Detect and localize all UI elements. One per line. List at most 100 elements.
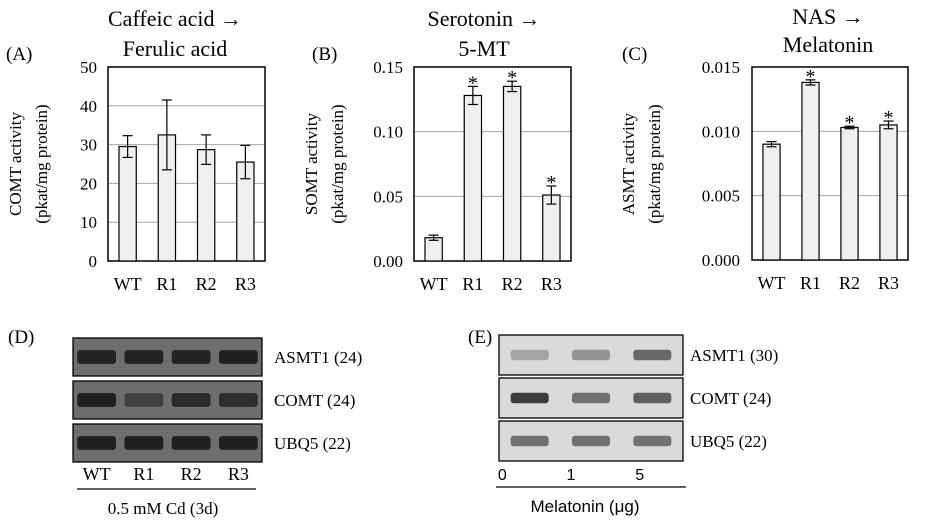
gel-footer-label: 0.5 mM Cd (3d) bbox=[108, 499, 219, 518]
gene-label: COMT (24) bbox=[690, 389, 771, 408]
significance-asterisk: * bbox=[468, 72, 478, 94]
gel-band bbox=[219, 436, 258, 450]
gel-footer-label: Melatonin (μg) bbox=[530, 497, 639, 516]
y-tick-label: 0.05 bbox=[373, 187, 403, 206]
bar bbox=[801, 81, 820, 261]
gene-label: COMT (24) bbox=[274, 391, 355, 410]
y-axis-label: (pkat/mg protein) bbox=[328, 104, 347, 223]
plot-frame bbox=[413, 66, 572, 262]
gel-band bbox=[571, 435, 611, 447]
gel-band bbox=[171, 393, 211, 407]
panel-label: (A) bbox=[6, 44, 32, 65]
lane-label: R2 bbox=[181, 464, 202, 484]
chart-title: Serotonin → bbox=[427, 6, 540, 31]
gel-band bbox=[124, 350, 164, 364]
gel-band bbox=[633, 435, 672, 447]
gene-label: ASMT1 (30) bbox=[690, 346, 778, 365]
gels-layer: (D) ASMT1 (24) COMT (24) UBQ5 (22) WT R1 R2 R3 0… bbox=[8, 327, 778, 518]
y-tick-label: 0.010 bbox=[702, 122, 740, 141]
lane-label: 5 bbox=[635, 467, 644, 484]
x-tick-label: R3 bbox=[235, 274, 256, 294]
gel-band bbox=[77, 436, 116, 450]
y-tick-label: 30 bbox=[80, 136, 97, 155]
lane-label: 0 bbox=[498, 467, 507, 484]
x-tick-label: R3 bbox=[541, 274, 562, 294]
x-tick-label: R1 bbox=[462, 274, 483, 294]
significance-asterisk: * bbox=[806, 66, 816, 88]
y-tick-label: 40 bbox=[80, 97, 97, 116]
panel-label: (C) bbox=[622, 44, 647, 65]
x-tick-label: R3 bbox=[878, 273, 899, 293]
y-axis-label: (pkat/mg protein) bbox=[645, 104, 664, 223]
chart-title: Caffeic acid → bbox=[108, 6, 242, 31]
gene-label: UBQ5 (22) bbox=[274, 434, 351, 453]
gel-band bbox=[633, 392, 672, 404]
gel-row: UBQ5 (22) bbox=[498, 420, 767, 462]
lane-label: 1 bbox=[567, 467, 576, 484]
gel-panel-d: (D) ASMT1 (24) COMT (24) UBQ5 (22) WT R1 R2 R3 0… bbox=[8, 327, 362, 518]
chart-title: NAS → bbox=[792, 4, 864, 29]
y-tick-label: 10 bbox=[80, 213, 97, 232]
chart-title: Ferulic acid bbox=[123, 36, 227, 61]
bar bbox=[542, 194, 561, 262]
x-tick-label: R2 bbox=[502, 274, 523, 294]
gel-band bbox=[77, 350, 116, 364]
gel-row: UBQ5 (22) bbox=[72, 423, 351, 463]
x-tick-label: WT bbox=[114, 274, 142, 294]
significance-asterisk: * bbox=[884, 107, 894, 129]
gel-panel-e: (E) ASMT1 (30) COMT (24) UBQ5 (22) 0 1 5 Melato… bbox=[468, 327, 778, 516]
lane-label: R3 bbox=[228, 464, 249, 484]
chart-2: (C) NAS → Melatonin ASMT activity (pkat/mg p… bbox=[619, 4, 909, 293]
plot-frame bbox=[107, 66, 266, 262]
gel-band bbox=[171, 436, 211, 450]
x-tick-label: R1 bbox=[800, 273, 821, 293]
y-axis-label: COMT activity bbox=[6, 111, 25, 216]
y-tick-label: 50 bbox=[80, 58, 97, 77]
charts-layer: (A) Caffeic acid → Ferulic acid COMT activi… bbox=[6, 4, 909, 294]
y-tick-label: 0.10 bbox=[373, 123, 403, 142]
y-axis-label: ASMT activity bbox=[619, 112, 638, 215]
chart-1: (B) Serotonin → 5-MT SOMT activity (pkat/mg … bbox=[302, 6, 572, 294]
bar bbox=[196, 149, 216, 262]
significance-asterisk: * bbox=[845, 112, 855, 134]
gel-band bbox=[510, 392, 549, 404]
y-tick-label: 20 bbox=[80, 174, 97, 193]
gel-row: ASMT1 (30) bbox=[498, 334, 778, 376]
gel-band bbox=[219, 350, 258, 364]
x-tick-label: WT bbox=[420, 274, 448, 294]
chart-0: (A) Caffeic acid → Ferulic acid COMT activi… bbox=[6, 6, 266, 294]
y-tick-label: 0.005 bbox=[702, 187, 740, 206]
gel-band bbox=[510, 435, 549, 447]
bar bbox=[424, 237, 443, 262]
y-tick-label: 0 bbox=[89, 252, 98, 271]
gel-band bbox=[124, 436, 164, 450]
y-tick-label: 0.15 bbox=[373, 58, 403, 77]
gel-band bbox=[633, 349, 672, 361]
x-tick-label: R2 bbox=[196, 274, 217, 294]
lane-label: R1 bbox=[133, 464, 154, 484]
gel-band bbox=[124, 393, 164, 407]
gel-band bbox=[510, 349, 549, 361]
gel-band bbox=[171, 350, 211, 364]
gel-band bbox=[219, 393, 258, 407]
y-tick-label: 0.000 bbox=[702, 251, 740, 270]
gel-row: COMT (24) bbox=[498, 377, 771, 419]
gel-row: COMT (24) bbox=[72, 380, 355, 420]
y-tick-label: 0.00 bbox=[373, 252, 403, 271]
lane-label: WT bbox=[83, 464, 111, 484]
bar bbox=[463, 94, 483, 262]
chart-title: 5-MT bbox=[458, 36, 510, 61]
plot-frame bbox=[751, 66, 909, 261]
chart-title: Melatonin bbox=[783, 32, 873, 57]
panel-label: (D) bbox=[8, 327, 34, 348]
gel-band bbox=[571, 349, 611, 361]
y-tick-label: 0.015 bbox=[702, 58, 740, 77]
bar bbox=[502, 85, 522, 262]
x-tick-label: R1 bbox=[156, 274, 177, 294]
x-tick-label: R2 bbox=[839, 273, 860, 293]
gel-band bbox=[77, 393, 116, 407]
gel-row: ASMT1 (24) bbox=[72, 337, 362, 377]
y-axis-label: (pkat/mg protein) bbox=[32, 104, 51, 223]
gene-label: UBQ5 (22) bbox=[690, 432, 767, 451]
